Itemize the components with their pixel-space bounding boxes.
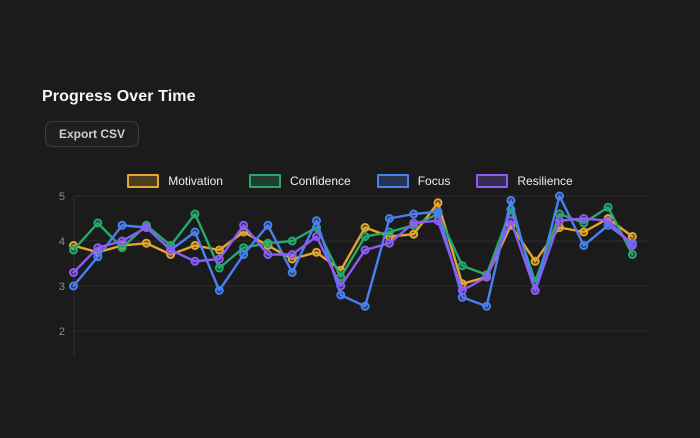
data-point-motivation-21[interactable] — [579, 227, 589, 237]
data-point-resilience-10[interactable] — [312, 232, 321, 241]
data-point-confidence-0[interactable] — [69, 245, 78, 255]
data-point-resilience-9[interactable] — [287, 250, 297, 259]
data-point-focus-17[interactable] — [482, 301, 492, 311]
series-line-confidence — [72, 206, 634, 283]
y-tick-label-5: 5 — [59, 191, 65, 203]
legend-label-focus: Focus — [417, 174, 451, 188]
data-point-focus-8[interactable] — [263, 220, 273, 230]
confidence-swatch-icon — [248, 174, 281, 188]
y-tick-label-4: 4 — [59, 236, 65, 248]
data-point-resilience-6[interactable] — [214, 254, 224, 264]
data-point-focus-2[interactable] — [117, 220, 127, 230]
legend-label-confidence: Confidence — [289, 174, 351, 188]
legend-item-motivation[interactable]: Motivation — [127, 174, 223, 188]
data-point-motivation-5[interactable] — [190, 241, 200, 250]
data-point-resilience-5[interactable] — [190, 256, 200, 266]
data-point-motivation-15[interactable] — [433, 198, 443, 208]
legend-item-resilience[interactable]: Resilience — [476, 174, 573, 188]
data-point-motivation-12[interactable] — [360, 223, 370, 232]
data-point-focus-1[interactable] — [93, 252, 103, 262]
legend-label-motivation: Motivation — [168, 174, 223, 188]
y-tick-label-3: 3 — [59, 281, 65, 293]
data-point-motivation-19[interactable] — [530, 256, 540, 266]
data-point-resilience-2[interactable] — [117, 236, 127, 246]
data-point-confidence-1[interactable] — [93, 218, 103, 228]
data-point-resilience-22[interactable] — [603, 216, 613, 226]
series-resilience — [69, 214, 637, 295]
data-point-resilience-15[interactable] — [433, 216, 443, 226]
chart-legend: Motivation Confidence Focus Resilience — [0, 174, 700, 188]
page-title: Progress Over Time — [42, 88, 196, 105]
data-point-confidence-8[interactable] — [263, 238, 273, 248]
data-point-resilience-23[interactable] — [627, 241, 637, 250]
data-point-confidence-6[interactable] — [214, 263, 224, 273]
data-point-resilience-18[interactable] — [506, 216, 516, 226]
progress-chart: 5 4 3 2 — [59, 191, 648, 357]
data-point-confidence-5[interactable] — [190, 209, 200, 219]
chart-container: 5 4 3 2 — [40, 190, 660, 375]
data-point-focus-7[interactable] — [239, 250, 249, 259]
data-point-confidence-12[interactable] — [360, 232, 370, 241]
data-point-motivation-3[interactable] — [141, 238, 151, 248]
data-point-focus-21[interactable] — [579, 241, 589, 250]
focus-swatch-icon — [376, 174, 409, 188]
data-point-resilience-13[interactable] — [384, 238, 394, 248]
data-point-motivation-14[interactable] — [409, 229, 419, 239]
motivation-swatch-icon — [127, 174, 160, 188]
data-point-resilience-17[interactable] — [482, 272, 492, 282]
data-point-resilience-4[interactable] — [166, 245, 176, 255]
data-point-confidence-22[interactable] — [603, 202, 613, 212]
data-point-confidence-23[interactable] — [627, 250, 637, 259]
data-point-resilience-21[interactable] — [579, 214, 589, 223]
data-point-resilience-19[interactable] — [530, 286, 540, 295]
data-point-confidence-9[interactable] — [287, 236, 297, 246]
data-point-focus-10[interactable] — [312, 216, 321, 226]
data-point-focus-0[interactable] — [69, 281, 78, 291]
resilience-swatch-icon — [476, 174, 509, 188]
export-csv-button[interactable]: Export CSV — [45, 121, 140, 147]
data-point-focus-18[interactable] — [506, 196, 516, 205]
data-point-focus-15[interactable] — [433, 207, 443, 217]
data-point-focus-14[interactable] — [409, 209, 419, 219]
series-line-resilience — [72, 217, 634, 292]
legend-item-confidence[interactable]: Confidence — [248, 174, 351, 188]
data-point-resilience-3[interactable] — [141, 223, 151, 232]
data-point-focus-20[interactable] — [555, 191, 564, 201]
data-point-resilience-20[interactable] — [555, 216, 564, 226]
data-point-focus-9[interactable] — [287, 268, 297, 277]
data-point-resilience-7[interactable] — [239, 220, 249, 230]
data-point-resilience-1[interactable] — [93, 243, 103, 253]
data-point-focus-12[interactable] — [360, 301, 370, 311]
data-point-resilience-14[interactable] — [409, 218, 419, 228]
y-tick-label-2: 2 — [59, 326, 65, 338]
legend-item-focus[interactable]: Focus — [376, 174, 451, 188]
data-point-focus-5[interactable] — [190, 227, 200, 237]
data-point-motivation-6[interactable] — [214, 245, 224, 255]
data-point-focus-11[interactable] — [336, 290, 346, 300]
data-point-resilience-12[interactable] — [360, 245, 370, 255]
data-point-confidence-16[interactable] — [457, 261, 467, 271]
data-point-resilience-8[interactable] — [263, 250, 273, 259]
data-point-resilience-16[interactable] — [457, 286, 467, 295]
data-point-focus-6[interactable] — [214, 286, 224, 295]
data-point-motivation-10[interactable] — [312, 247, 321, 257]
legend-label-resilience: Resilience — [517, 174, 573, 188]
data-point-focus-13[interactable] — [384, 214, 394, 223]
data-point-resilience-0[interactable] — [69, 268, 78, 277]
data-point-resilience-11[interactable] — [336, 281, 346, 291]
